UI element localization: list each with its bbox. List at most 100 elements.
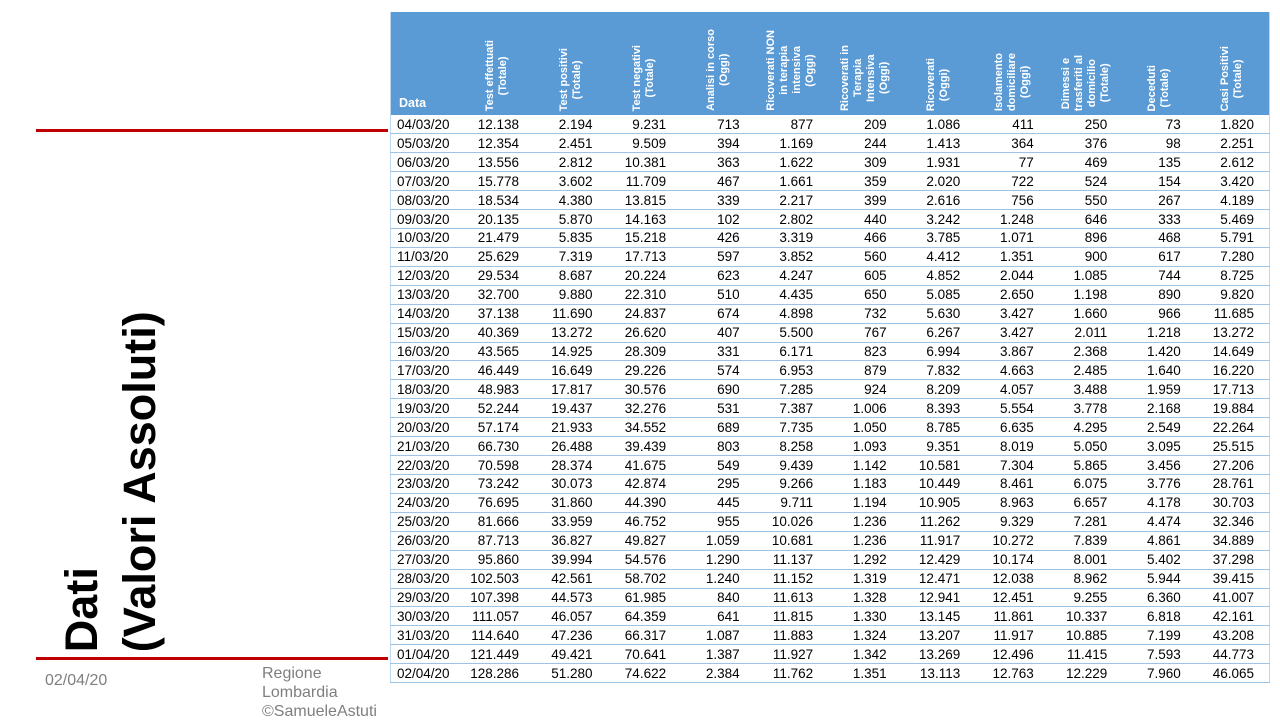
value-cell-test-positivi: 47.236 <box>534 625 608 646</box>
value-cell-ricoverati-terapia-intensiva: 1.093 <box>828 436 902 457</box>
value-cell-analisi-in-corso: 955 <box>681 512 755 532</box>
table-row: 19/03/20 52.244 19.437 32.276 531 7.387 1.006 8… <box>390 398 1270 419</box>
date-cell: 08/03/20 <box>390 190 461 211</box>
value-cell-ricoverati-non-terapia-intensiva: 8.258 <box>754 436 829 457</box>
date-cell: 07/03/20 <box>390 171 461 192</box>
value-cell-test-positivi: 42.561 <box>534 569 608 589</box>
value-cell-dimessi-trasferiti-domicilio: 550 <box>1048 190 1123 211</box>
value-cell-ricoverati-terapia-intensiva: 309 <box>828 152 902 173</box>
table-row: 23/03/20 73.242 30.073 42.874 295 9.266 1.183 1… <box>390 474 1270 494</box>
value-cell-casi-positivi: 2.612 <box>1195 152 1270 173</box>
value-cell-test-negativi: 74.622 <box>607 663 682 684</box>
value-cell-ricoverati: 12.471 <box>901 569 976 589</box>
value-cell-ricoverati: 10.581 <box>901 455 976 476</box>
value-cell-test-effettuati: 48.983 <box>460 379 535 400</box>
value-cell-test-positivi: 9.880 <box>534 285 608 305</box>
value-cell-test-negativi: 17.713 <box>607 247 682 267</box>
value-cell-analisi-in-corso: 1.059 <box>681 531 755 551</box>
value-cell-isolamento-domiciliare: 1.351 <box>975 247 1049 267</box>
value-cell-test-positivi: 17.817 <box>534 379 608 400</box>
value-cell-casi-positivi: 16.220 <box>1195 360 1270 381</box>
value-cell-dimessi-trasferiti-domicilio: 6.657 <box>1048 493 1123 513</box>
date-cell: 14/03/20 <box>390 304 461 324</box>
table-row: 21/03/20 66.730 26.488 39.439 803 8.258 1.093 9… <box>390 436 1270 457</box>
value-cell-test-negativi: 29.226 <box>607 360 682 381</box>
value-cell-isolamento-domiciliare: 364 <box>975 133 1049 154</box>
value-cell-test-positivi: 13.272 <box>534 323 608 343</box>
column-header-ricoverati-terapia-intensiva: Ricoverati in Terapia Intensiva (Oggi) <box>828 12 902 115</box>
value-cell-test-negativi: 70.641 <box>607 644 682 665</box>
column-header-ricoverati: Ricoverati (Oggi) <box>901 12 976 115</box>
date-cell: 09/03/20 <box>390 209 461 230</box>
value-cell-ricoverati: 5.630 <box>901 304 976 324</box>
value-cell-test-negativi: 61.985 <box>607 588 682 608</box>
value-cell-ricoverati-non-terapia-intensiva: 4.247 <box>754 266 829 286</box>
value-cell-isolamento-domiciliare: 6.635 <box>975 417 1049 438</box>
column-header-deceduti: Deceduti (Totale) <box>1122 12 1196 115</box>
value-cell-ricoverati: 1.086 <box>901 115 976 135</box>
value-cell-ricoverati: 7.832 <box>901 360 976 381</box>
value-cell-test-positivi: 16.649 <box>534 360 608 381</box>
value-cell-analisi-in-corso: 1.087 <box>681 625 755 646</box>
table-row: 24/03/20 76.695 31.860 44.390 445 9.711 1.194 1… <box>390 493 1270 513</box>
value-cell-casi-positivi: 4.189 <box>1195 190 1270 211</box>
table-row: 10/03/20 21.479 5.835 15.218 426 3.319 466 3.78… <box>390 228 1270 248</box>
value-cell-analisi-in-corso: 713 <box>681 115 755 135</box>
value-cell-deceduti: 4.861 <box>1122 531 1196 551</box>
value-cell-analisi-in-corso: 1.240 <box>681 569 755 589</box>
value-cell-dimessi-trasferiti-domicilio: 10.337 <box>1048 606 1123 627</box>
value-cell-test-effettuati: 70.598 <box>460 455 535 476</box>
value-cell-dimessi-trasferiti-domicilio: 900 <box>1048 247 1123 267</box>
value-cell-deceduti: 3.456 <box>1122 455 1196 476</box>
value-cell-analisi-in-corso: 363 <box>681 152 755 173</box>
value-cell-dimessi-trasferiti-domicilio: 7.281 <box>1048 512 1123 532</box>
value-cell-casi-positivi: 39.415 <box>1195 569 1270 589</box>
value-cell-ricoverati: 12.429 <box>901 550 976 570</box>
value-cell-dimessi-trasferiti-domicilio: 1.660 <box>1048 304 1123 324</box>
value-cell-isolamento-domiciliare: 1.248 <box>975 209 1049 230</box>
value-cell-ricoverati: 13.269 <box>901 644 976 665</box>
date-cell: 16/03/20 <box>390 342 461 362</box>
value-cell-ricoverati-terapia-intensiva: 823 <box>828 342 902 362</box>
date-cell: 20/03/20 <box>390 417 461 438</box>
value-cell-test-effettuati: 121.449 <box>460 644 535 665</box>
value-cell-ricoverati: 13.145 <box>901 606 976 627</box>
value-cell-isolamento-domiciliare: 722 <box>975 171 1049 192</box>
value-cell-isolamento-domiciliare: 5.554 <box>975 398 1049 419</box>
date-cell: 21/03/20 <box>390 436 461 457</box>
value-cell-test-negativi: 10.381 <box>607 152 682 173</box>
value-cell-ricoverati-non-terapia-intensiva: 3.852 <box>754 247 829 267</box>
slide-date: 02/04/20 <box>45 672 108 689</box>
table-row: 28/03/20 102.503 42.561 58.702 1.240 11.152 1.… <box>390 569 1270 589</box>
value-cell-analisi-in-corso: 467 <box>681 171 755 192</box>
value-cell-ricoverati-non-terapia-intensiva: 7.285 <box>754 379 829 400</box>
value-cell-dimessi-trasferiti-domicilio: 2.368 <box>1048 342 1123 362</box>
value-cell-isolamento-domiciliare: 12.038 <box>975 569 1049 589</box>
value-cell-test-negativi: 34.552 <box>607 417 682 438</box>
value-cell-casi-positivi: 28.761 <box>1195 474 1270 494</box>
table-row: 01/04/20 121.449 49.421 70.641 1.387 11.927 1.… <box>390 644 1270 665</box>
value-cell-dimessi-trasferiti-domicilio: 1.198 <box>1048 285 1123 305</box>
value-cell-dimessi-trasferiti-domicilio: 1.085 <box>1048 266 1123 286</box>
date-cell: 13/03/20 <box>390 285 461 305</box>
value-cell-dimessi-trasferiti-domicilio: 376 <box>1048 133 1123 154</box>
value-cell-deceduti: 6.818 <box>1122 606 1196 627</box>
value-cell-test-negativi: 11.709 <box>607 171 682 192</box>
value-cell-casi-positivi: 9.820 <box>1195 285 1270 305</box>
value-cell-deceduti: 4.178 <box>1122 493 1196 513</box>
value-cell-ricoverati: 10.449 <box>901 474 976 494</box>
value-cell-dimessi-trasferiti-domicilio: 9.255 <box>1048 588 1123 608</box>
value-cell-ricoverati-terapia-intensiva: 466 <box>828 228 902 248</box>
table-row: 05/03/20 12.354 2.451 9.509 394 1.169 244 1.413… <box>390 133 1270 154</box>
value-cell-ricoverati: 11.917 <box>901 531 976 551</box>
value-cell-test-positivi: 21.933 <box>534 417 608 438</box>
table-row: 22/03/20 70.598 28.374 41.675 549 9.439 1.142 1… <box>390 455 1270 476</box>
table-row: 14/03/20 37.138 11.690 24.837 674 4.898 732 5.6… <box>390 304 1270 324</box>
value-cell-ricoverati: 13.207 <box>901 625 976 646</box>
value-cell-isolamento-domiciliare: 411 <box>975 115 1049 135</box>
value-cell-test-negativi: 14.163 <box>607 209 682 230</box>
value-cell-casi-positivi: 7.280 <box>1195 247 1270 267</box>
date-cell: 06/03/20 <box>390 152 461 173</box>
value-cell-test-effettuati: 111.057 <box>460 606 535 627</box>
value-cell-casi-positivi: 41.007 <box>1195 588 1270 608</box>
